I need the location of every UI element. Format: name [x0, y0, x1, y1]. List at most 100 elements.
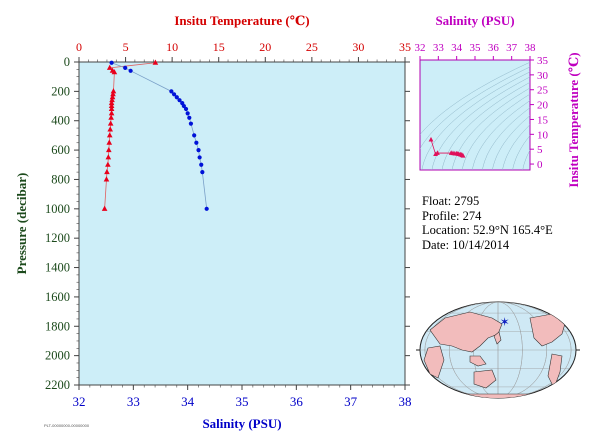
location-text: Location: 52.9°N 165.4°E: [422, 223, 553, 237]
salinity-point: [197, 155, 202, 160]
top-tick-label: 35: [399, 40, 411, 54]
map-landmass: [547, 353, 563, 389]
profile-number-text: Profile: 274: [422, 208, 482, 223]
ts-top-tick-label: 34: [451, 42, 463, 54]
ts-contour-line: [420, 61, 530, 135]
temperature-point: [101, 205, 108, 211]
ts-contour-line: [482, 107, 530, 170]
salinity-point: [187, 115, 192, 120]
ts-contour-line: [502, 124, 530, 170]
salinity-point: [174, 95, 179, 100]
left-tick-label: 2000: [45, 349, 70, 363]
ts-right-tick-label: 15: [537, 114, 549, 126]
top-tick-label: 10: [166, 40, 178, 54]
salinity-point: [200, 170, 205, 175]
ts-right-axis-title: Insitu Temperature (℃): [566, 52, 581, 187]
salinity-point: [128, 68, 133, 73]
left-tick-label: 400: [51, 114, 70, 128]
temperature-point: [104, 168, 110, 175]
map-landmass: [429, 311, 503, 353]
date-text: Date: 10/14/2014: [422, 237, 510, 252]
salinity-point: [199, 162, 204, 167]
bottom-axis-title: Salinity (PSU): [202, 416, 281, 431]
bottom-tick-label: 37: [344, 394, 358, 409]
left-tick-label: 1600: [45, 290, 70, 304]
salinity-point: [169, 89, 174, 94]
ts-contour-line: [431, 76, 530, 170]
salinity-point: [185, 111, 190, 116]
ts-right-tick-label: 5: [537, 144, 543, 156]
map-landmass: [469, 355, 487, 367]
temperature-point: [110, 88, 117, 94]
ts-contour-line: [420, 66, 530, 150]
left-tick-label: 1400: [45, 261, 70, 275]
top-tick-label: 20: [259, 40, 271, 54]
map-meridian: [449, 302, 547, 398]
bottom-tick-label: 34: [181, 394, 195, 409]
ts-top-tick-label: 38: [525, 42, 537, 54]
temperature-point: [109, 94, 116, 100]
ts-right-tick-label: 30: [537, 70, 549, 82]
temperature-point: [108, 110, 115, 116]
temperature-point: [108, 105, 115, 111]
ts-point: [435, 150, 440, 155]
ts-right-tick-label: 25: [537, 85, 549, 97]
left-tick-label: 600: [51, 143, 70, 157]
temperature-point: [107, 120, 114, 126]
temperature-point: [106, 132, 113, 138]
left-tick-label: 2200: [45, 378, 70, 392]
ts-top-tick-label: 36: [488, 42, 500, 54]
salinity-point: [109, 60, 114, 65]
float-location-marker: ✶: [500, 315, 510, 329]
temperature-point: [111, 69, 118, 75]
bottom-tick-label: 32: [73, 394, 86, 409]
map-landmass: [473, 369, 497, 389]
temperature-point: [108, 114, 114, 120]
salinity-point: [188, 121, 194, 126]
world-map: ✶: [416, 301, 580, 399]
ts-right-tick-label: 0: [537, 159, 543, 171]
top-tick-label: 0: [76, 40, 82, 54]
salinity-point: [171, 92, 177, 97]
ts-contour-line: [421, 71, 530, 170]
bottom-tick-label: 36: [290, 394, 304, 409]
float-id-text: Float: 2795: [422, 194, 480, 208]
map-landmass: [493, 331, 502, 345]
bottom-tick-label: 38: [399, 394, 412, 409]
top-tick-label: 25: [306, 40, 318, 54]
left-tick-label: 0: [64, 55, 70, 69]
main-plot-area: [78, 61, 406, 386]
temperature-point: [152, 59, 159, 65]
ts-point: [428, 136, 434, 142]
temperature-point: [107, 126, 114, 132]
footer-note: PLT-00000000-00000000: [44, 423, 90, 428]
left-axis-title: Pressure (decibar): [14, 173, 29, 275]
ts-top-tick-label: 32: [415, 42, 426, 54]
ts-contour-line: [512, 135, 530, 170]
salinity-point: [194, 140, 199, 145]
temperature-point: [106, 139, 113, 145]
left-tick-label: 1200: [45, 231, 70, 245]
salinity-point: [196, 147, 201, 153]
temperature-point: [108, 102, 115, 109]
salinity-point: [177, 98, 182, 103]
temperature-point: [103, 176, 110, 182]
ts-contour-line: [441, 82, 530, 170]
salinity-point: [204, 206, 209, 211]
map-landmass: [429, 393, 567, 398]
ts-contour-line: [461, 93, 530, 170]
ts-top-axis-title: Salinity (PSU): [435, 13, 514, 28]
temperature-point: [110, 91, 116, 97]
top-tick-label: 5: [123, 40, 129, 54]
bottom-tick-label: 35: [236, 394, 249, 409]
ts-contour-line: [492, 115, 530, 170]
bottom-tick-label: 33: [127, 394, 140, 409]
ts-contour-line: [451, 87, 530, 170]
top-axis-title: Insitu Temperature (℃): [174, 13, 309, 28]
ts-top-tick-label: 33: [433, 42, 445, 54]
salinity-point: [181, 103, 186, 109]
map-landmass: [423, 345, 445, 379]
left-tick-label: 1000: [45, 202, 70, 216]
top-tick-label: 30: [352, 40, 364, 54]
